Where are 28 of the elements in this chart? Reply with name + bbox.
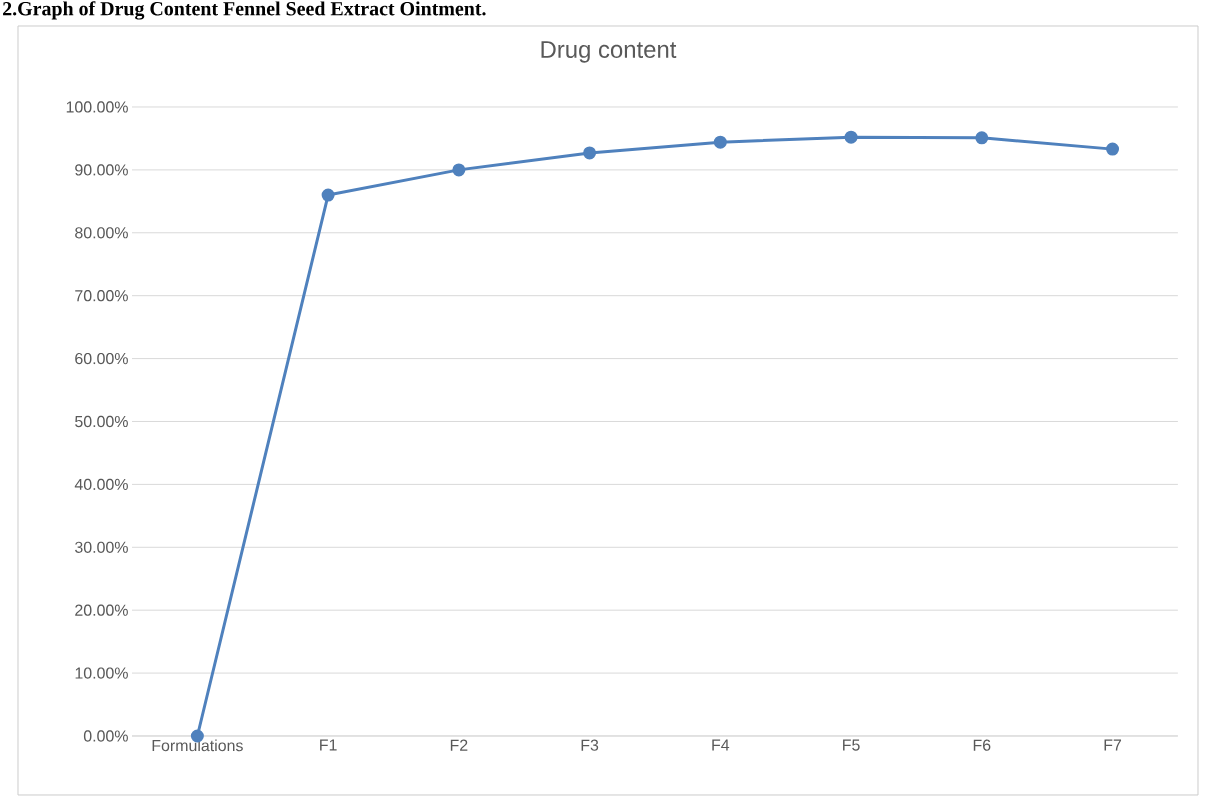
y-tick-label: 70.00% [75, 290, 128, 302]
chart-title: Drug content [541, 41, 677, 63]
point [452, 163, 466, 177]
y-tick-label: 40.00% [74, 478, 128, 491]
point [583, 146, 597, 160]
x-tick-label: F4 [712, 739, 730, 751]
x-tick-label: F7 [1104, 739, 1122, 751]
point [1106, 142, 1120, 156]
y-tick-label: 80.00% [75, 227, 128, 239]
y-tick-label: 10.00% [75, 667, 128, 679]
y-tick-label: 90.00% [75, 164, 128, 176]
y-tick-label: 0.00% [83, 730, 128, 742]
point [975, 131, 989, 145]
text: 2.Graph of Drug Content Fennel Seed Extract Ointment. [3, 1, 486, 20]
point [844, 130, 858, 144]
point [321, 188, 335, 202]
x-tick-label: F2 [450, 739, 468, 751]
y-tick-label: 100.00% [66, 101, 128, 113]
point [713, 135, 727, 149]
x-tick-label: F3 [581, 739, 599, 751]
x-tick-label: Formulations [152, 739, 243, 752]
y-tick-label: 60.00% [75, 352, 128, 365]
x-tick-label: F5 [843, 739, 860, 751]
x-tick-label: F1 [320, 739, 337, 751]
y-tick-label: 50.00% [75, 415, 128, 428]
y-tick-label: 30.00% [75, 541, 128, 553]
y-tick-label: 20.00% [75, 604, 128, 616]
x-tick-label: F6 [973, 739, 991, 751]
